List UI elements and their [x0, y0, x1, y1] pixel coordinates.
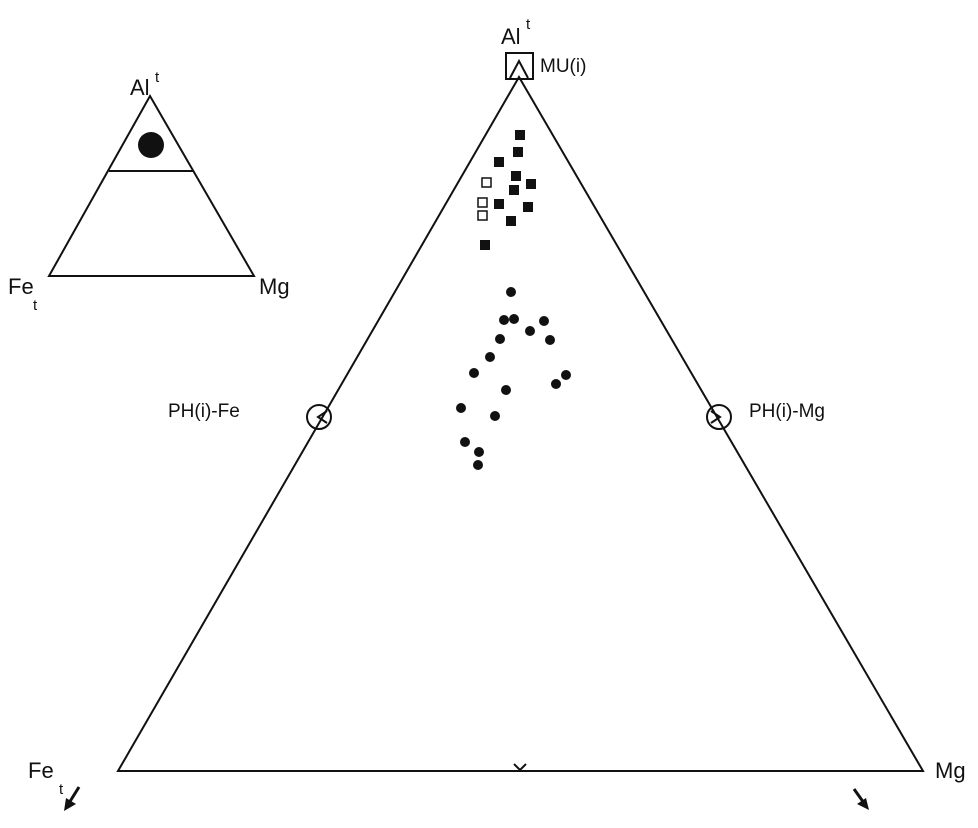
ph-fe-circle-icon [306, 404, 332, 430]
inset-apex-label: Al [130, 75, 150, 100]
filled-square-point [509, 185, 519, 195]
filled-circle-point [473, 460, 483, 470]
main-apex-sup: t [526, 16, 531, 33]
inset-triangle-group: Al t Fe t Mg [8, 69, 290, 314]
inset-left-label: Fe [8, 274, 34, 299]
filled-square-points [480, 130, 536, 250]
main-right-label: Mg [935, 758, 966, 783]
ph-mg-label: PH(i)-Mg [749, 401, 825, 422]
filled-circle-point [551, 379, 561, 389]
inset-left-sub: t [33, 297, 38, 314]
filled-square-point [523, 202, 533, 212]
filled-circle-points [456, 287, 571, 470]
open-square-point [477, 197, 488, 208]
filled-circle-point [495, 334, 505, 344]
ph-fe-label: PH(i)-Fe [168, 401, 240, 422]
mg-arrow-icon [852, 788, 869, 810]
ph-fe-tick-icon [316, 410, 328, 424]
mu-label: MU(i) [540, 56, 586, 77]
filled-circle-point [525, 326, 535, 336]
filled-circle-point [456, 403, 466, 413]
main-apex-label: Al [501, 24, 521, 49]
fe-arrow-icon [64, 786, 81, 811]
filled-square-point [526, 179, 536, 189]
filled-square-point [480, 240, 490, 250]
mu-square-icon [505, 52, 534, 80]
filled-square-point [515, 130, 525, 140]
open-square-points [477, 177, 492, 221]
filled-circle-point [561, 370, 571, 380]
filled-circle-point [499, 315, 509, 325]
filled-circle-point [485, 352, 495, 362]
mu-triangle-icon [509, 58, 529, 79]
filled-circle-point [474, 447, 484, 457]
filled-circle-point [460, 437, 470, 447]
filled-circle-point [509, 314, 519, 324]
filled-circle-point [490, 411, 500, 421]
filled-circle-point [501, 385, 511, 395]
inset-field-dot [138, 132, 164, 158]
ph-mg-tick-icon [710, 410, 722, 424]
ph-mg-circle-icon [706, 404, 732, 430]
filled-square-point [513, 147, 523, 157]
filled-square-point [494, 199, 504, 209]
filled-circle-point [469, 368, 479, 378]
filled-circle-point [506, 287, 516, 297]
main-triangle-group: Al t MU(i) PH(i)-Fe PH(i)-Mg Fe t Mg [28, 16, 966, 811]
inset-right-label: Mg [259, 274, 290, 299]
filled-square-point [494, 157, 504, 167]
filled-circle-point [539, 316, 549, 326]
filled-square-point [511, 171, 521, 181]
inset-apex-sup: t [155, 69, 160, 86]
main-left-label: Fe [28, 758, 54, 783]
open-square-point [481, 177, 492, 188]
open-square-point [477, 210, 488, 221]
filled-square-point [506, 216, 516, 226]
inset-triangle-outline [47, 93, 256, 277]
filled-circle-point [545, 335, 555, 345]
base-midpoint-tick-icon [513, 763, 527, 772]
main-triangle-outline [116, 75, 925, 772]
main-left-sub: t [59, 781, 64, 798]
